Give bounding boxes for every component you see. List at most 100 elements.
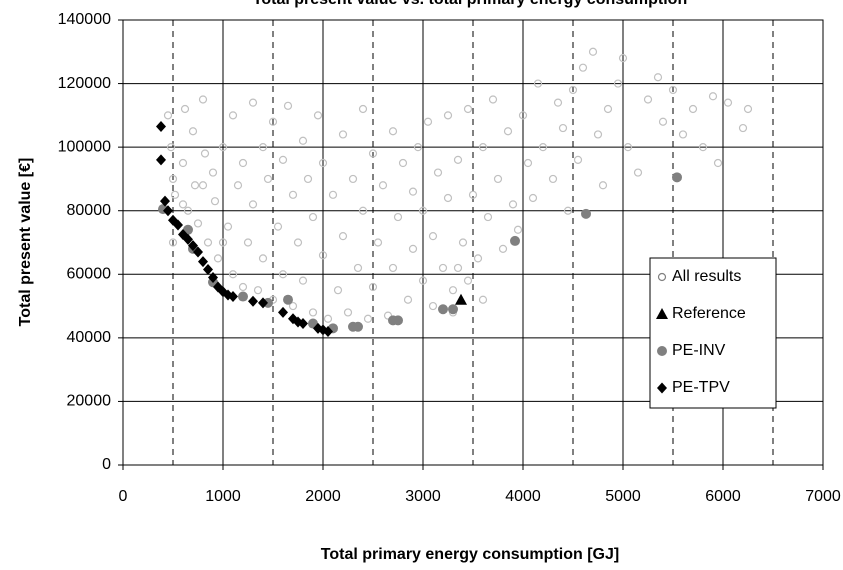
point bbox=[408, 244, 418, 253]
point bbox=[448, 286, 458, 295]
point bbox=[483, 212, 493, 222]
point bbox=[708, 92, 718, 101]
point bbox=[413, 143, 423, 152]
point bbox=[678, 130, 688, 139]
point bbox=[713, 158, 723, 168]
point bbox=[238, 291, 248, 302]
point bbox=[223, 222, 233, 231]
point bbox=[248, 295, 258, 307]
point bbox=[163, 111, 173, 120]
point bbox=[398, 158, 408, 168]
point bbox=[193, 246, 203, 258]
point bbox=[303, 174, 313, 184]
point bbox=[170, 190, 180, 199]
point bbox=[338, 130, 348, 139]
point bbox=[603, 104, 613, 114]
point bbox=[528, 193, 538, 203]
point bbox=[156, 120, 166, 132]
point bbox=[190, 181, 200, 190]
legend-marker bbox=[657, 382, 667, 394]
point bbox=[213, 254, 223, 263]
point bbox=[523, 158, 533, 168]
point bbox=[498, 244, 508, 253]
point bbox=[698, 143, 708, 152]
point bbox=[218, 143, 228, 152]
point bbox=[723, 98, 733, 107]
point bbox=[581, 208, 591, 219]
point bbox=[298, 136, 308, 145]
point bbox=[308, 212, 318, 222]
point bbox=[343, 308, 353, 317]
point bbox=[273, 222, 283, 231]
point bbox=[283, 101, 293, 110]
point bbox=[593, 130, 603, 139]
legend-label: PE-INV bbox=[672, 342, 726, 359]
point bbox=[278, 155, 288, 164]
point bbox=[393, 315, 403, 326]
point bbox=[283, 294, 293, 305]
x-tick-label: 5000 bbox=[605, 488, 641, 505]
point bbox=[653, 73, 663, 82]
point bbox=[388, 127, 398, 136]
point bbox=[258, 297, 268, 309]
y-tick-label: 40000 bbox=[67, 329, 112, 346]
point bbox=[453, 155, 463, 164]
point bbox=[228, 291, 238, 303]
point bbox=[358, 104, 368, 114]
point bbox=[258, 143, 268, 152]
x-tick-label: 7000 bbox=[805, 488, 841, 505]
y-tick-label: 20000 bbox=[67, 393, 112, 410]
y-tick-label: 60000 bbox=[67, 266, 112, 283]
x-tick-label: 0 bbox=[119, 488, 128, 505]
point bbox=[188, 240, 198, 252]
y-tick-label: 120000 bbox=[58, 75, 111, 92]
point bbox=[458, 238, 468, 247]
point bbox=[318, 251, 328, 260]
point bbox=[658, 117, 668, 126]
point bbox=[738, 123, 748, 133]
point bbox=[323, 314, 333, 323]
point bbox=[598, 181, 608, 190]
point bbox=[443, 193, 453, 203]
legend-label: Reference bbox=[672, 305, 746, 322]
point bbox=[218, 238, 228, 247]
point bbox=[563, 206, 573, 215]
point bbox=[618, 54, 628, 63]
point bbox=[200, 149, 210, 158]
point bbox=[418, 206, 428, 215]
point bbox=[393, 212, 403, 222]
point bbox=[443, 111, 453, 120]
point bbox=[333, 286, 343, 295]
point bbox=[743, 104, 753, 114]
y-tick-label: 140000 bbox=[58, 11, 111, 28]
point bbox=[258, 254, 268, 263]
point bbox=[553, 98, 563, 107]
x-tick-label: 1000 bbox=[205, 488, 241, 505]
legend-label: PE-TPV bbox=[672, 379, 730, 396]
x-tick-label: 3000 bbox=[405, 488, 441, 505]
point bbox=[183, 233, 193, 245]
point bbox=[423, 117, 433, 126]
point bbox=[688, 104, 698, 114]
legend-marker bbox=[656, 308, 668, 319]
legend-marker bbox=[657, 272, 667, 282]
point bbox=[510, 235, 520, 246]
point bbox=[473, 254, 483, 263]
point bbox=[558, 123, 568, 133]
point bbox=[418, 276, 428, 285]
point bbox=[228, 111, 238, 120]
point bbox=[348, 174, 358, 184]
point bbox=[573, 155, 583, 164]
point bbox=[453, 263, 463, 273]
point bbox=[672, 172, 682, 183]
y-tick-label: 100000 bbox=[58, 138, 111, 155]
point bbox=[368, 149, 378, 158]
point bbox=[613, 79, 623, 88]
point bbox=[198, 95, 208, 104]
point bbox=[243, 238, 253, 247]
point bbox=[208, 271, 218, 283]
point bbox=[408, 187, 418, 196]
point bbox=[328, 190, 338, 199]
